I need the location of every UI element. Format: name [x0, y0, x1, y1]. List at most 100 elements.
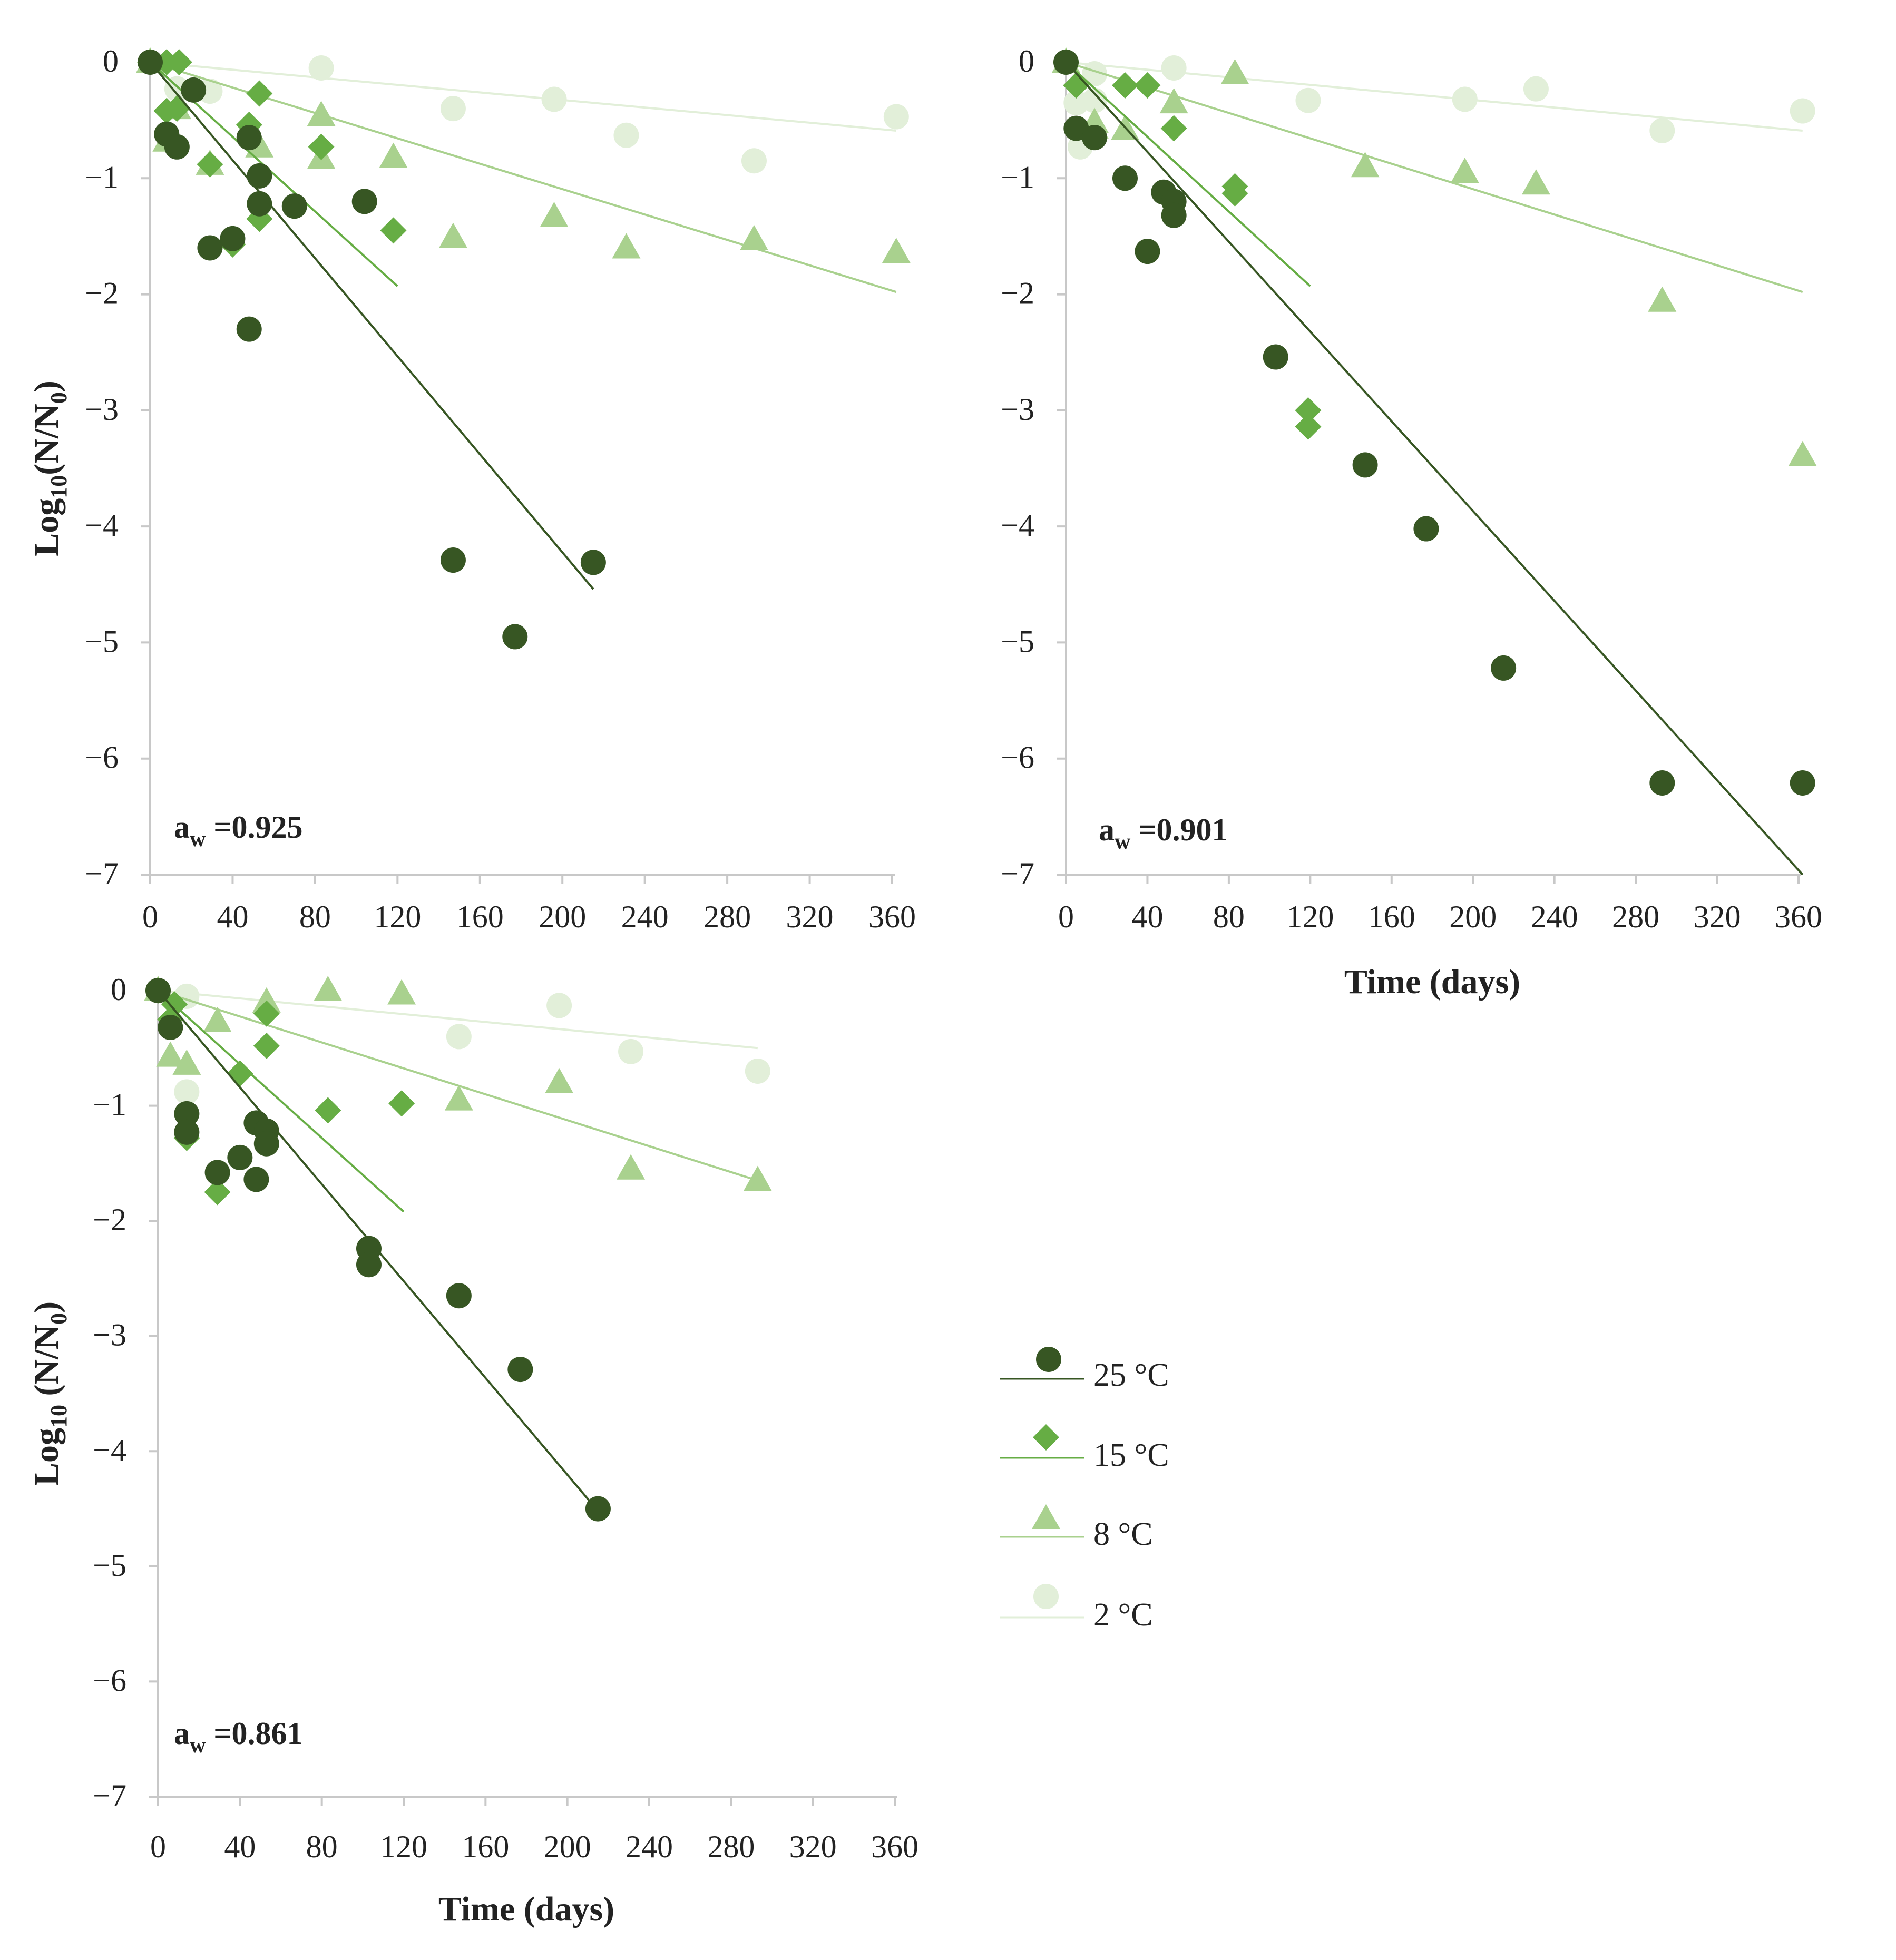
series-25c — [1053, 50, 1815, 876]
data-point-25c — [1053, 50, 1079, 75]
data-point-8c — [540, 201, 569, 227]
data-point-25c — [174, 1101, 200, 1126]
legend-marker-25c — [1036, 1347, 1061, 1372]
x-tick-label: 120 — [380, 1829, 427, 1864]
data-point-2c — [613, 122, 639, 148]
data-point-15c — [253, 1032, 280, 1059]
legend-label-2c: 2 °C — [1093, 1597, 1153, 1633]
y-tick-label: 0 — [111, 972, 126, 1007]
data-point-25c — [220, 226, 246, 251]
data-point-25c — [181, 77, 207, 103]
x-tick-label: 160 — [462, 1829, 509, 1864]
y-tick-label: 0 — [1019, 44, 1034, 79]
data-point-25c — [145, 978, 171, 1003]
data-point-25c — [1491, 655, 1517, 681]
y-tick-label: −7 — [1001, 856, 1034, 891]
data-point-25c — [351, 189, 377, 214]
x-tick-label: 320 — [1694, 899, 1741, 934]
data-point-15c — [388, 1090, 415, 1117]
data-point-25c — [281, 193, 307, 219]
data-point-15c — [197, 151, 223, 178]
data-point-2c — [618, 1038, 644, 1064]
data-point-2c — [1295, 87, 1321, 113]
y-tick-label: −1 — [93, 1087, 126, 1122]
trendline-8c — [150, 61, 897, 293]
data-point-25c — [174, 1119, 200, 1145]
trendline-2c — [158, 989, 758, 1050]
data-point-8c — [1521, 169, 1550, 195]
y-tick-label: −6 — [1001, 740, 1034, 775]
data-point-8c — [387, 979, 416, 1005]
trendline-2c — [150, 61, 897, 132]
y-tick-label: −2 — [85, 276, 119, 311]
data-point-2c — [174, 1079, 200, 1105]
data-point-15c — [246, 80, 273, 107]
data-point-15c — [1221, 180, 1248, 207]
y-tick-label: −4 — [93, 1433, 126, 1467]
y-tick-label: −5 — [1001, 624, 1034, 659]
x-tick-label: 360 — [1775, 899, 1822, 934]
trendline-25c — [1065, 61, 1804, 876]
legend-item-2c: 2 °C — [1000, 1584, 1153, 1633]
data-point-8c — [1159, 88, 1188, 114]
data-point-25c — [1161, 202, 1187, 228]
series-25c — [145, 978, 611, 1522]
data-point-25c — [158, 1014, 183, 1040]
legend-marker-2c — [1033, 1584, 1059, 1609]
x-tick-label: 0 — [150, 1829, 166, 1864]
y-tick-label: −6 — [93, 1663, 126, 1698]
data-point-8c — [1648, 286, 1677, 312]
data-point-25c — [197, 235, 223, 261]
data-point-25c — [1352, 452, 1378, 478]
x-tick-label: 200 — [544, 1829, 591, 1864]
y-axis-title: Log10(N/N0) — [27, 380, 72, 556]
legend-label-8c: 8 °C — [1093, 1516, 1153, 1552]
trendline-15c — [157, 989, 405, 1213]
data-point-8c — [438, 222, 467, 248]
chart-panel-aw-0861: 0 −1 −2 −3 −4 −5 −6 −7 0 40 80 120 160 200 240 280 320 36… — [27, 972, 918, 1928]
x-tick-label: 0 — [1058, 899, 1074, 934]
data-point-25c — [507, 1357, 533, 1383]
data-point-25c — [446, 1283, 472, 1309]
legend-item-8c: 8 °C — [1000, 1504, 1153, 1552]
water-activity-annotation: aw =0.925 — [174, 810, 303, 851]
y-tick-label: −2 — [93, 1202, 126, 1237]
x-tick-label: 40 — [217, 899, 248, 934]
data-point-25c — [164, 134, 190, 160]
y-tick-label: −2 — [1001, 276, 1034, 311]
trendline-8c — [158, 989, 758, 1182]
data-point-25c — [580, 550, 606, 575]
data-point-25c — [247, 191, 272, 217]
data-point-8c — [379, 142, 408, 168]
data-point-2c — [1649, 117, 1675, 143]
y-tick-label: −3 — [1001, 392, 1034, 427]
y-tick-label: −3 — [85, 392, 119, 427]
data-point-25c — [1112, 165, 1138, 191]
data-point-25c — [1135, 239, 1160, 264]
data-point-25c — [236, 125, 262, 151]
y-tick-label: −6 — [85, 740, 119, 775]
data-point-15c — [380, 217, 407, 244]
data-point-2c — [440, 96, 466, 122]
data-point-8c — [1351, 152, 1380, 178]
data-point-25c — [253, 1131, 279, 1157]
x-tick-label: 80 — [306, 1829, 338, 1864]
y-axis-title: Log10 (N/N0) — [27, 1301, 72, 1486]
data-point-15c — [165, 49, 192, 75]
data-point-25c — [204, 1160, 230, 1185]
data-point-15c — [315, 1097, 341, 1124]
data-point-8c — [307, 101, 336, 126]
data-point-8c — [1220, 59, 1249, 85]
x-tick-label: 280 — [1612, 899, 1659, 934]
x-tick-label: 40 — [1131, 899, 1163, 934]
x-tick-label: 160 — [456, 899, 504, 934]
x-tick-label: 200 — [1449, 899, 1497, 934]
data-point-25c — [1649, 770, 1675, 796]
trendline-8c — [1066, 61, 1803, 293]
data-point-25c — [236, 316, 262, 342]
data-point-8c — [617, 1154, 646, 1180]
data-point-15c — [1295, 397, 1322, 424]
legend-marker-8c — [1032, 1504, 1060, 1529]
